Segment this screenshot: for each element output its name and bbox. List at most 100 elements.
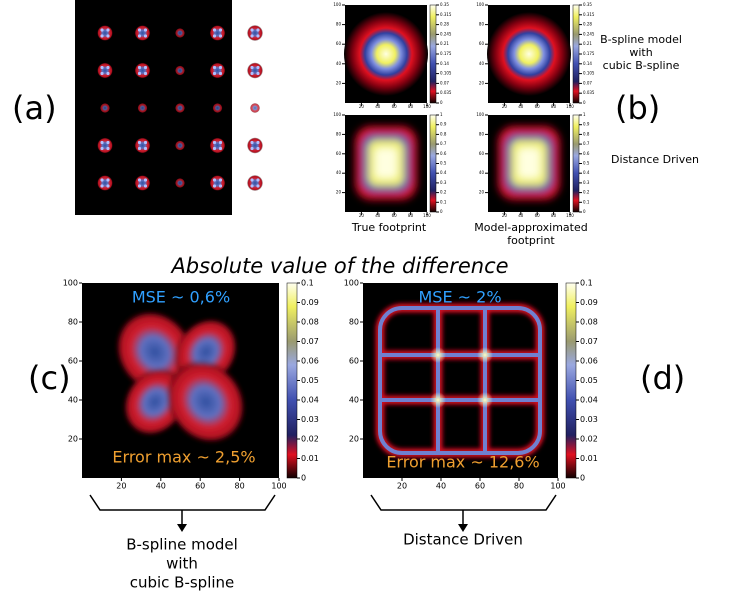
footprint-dot xyxy=(212,140,217,145)
y-tick-label: 80 xyxy=(68,318,78,327)
heatmap-blob xyxy=(487,12,571,96)
footprint-dot xyxy=(212,28,217,32)
error-lobes xyxy=(114,309,247,445)
footprint xyxy=(175,28,185,38)
colorbar-tick-label: 0.8 xyxy=(583,131,590,136)
footprint-dot xyxy=(137,71,142,76)
y-tick-label: 100 xyxy=(63,279,78,288)
footprint-dot xyxy=(137,65,142,70)
x-tick-label: 80 xyxy=(551,104,557,109)
column-label: footprint xyxy=(507,234,555,247)
footprint xyxy=(175,140,185,151)
error-max-label: Error max ~ 2,5% xyxy=(112,448,255,467)
colorbar-tick-label: 0.09 xyxy=(301,298,319,307)
colorbar-tick-label: 0.5 xyxy=(583,161,590,166)
colorbar-tick-label: 0.01 xyxy=(301,454,319,463)
x-tick-label: 20 xyxy=(502,104,508,109)
footprint-dot xyxy=(143,184,148,188)
footprint-dot xyxy=(143,34,148,38)
footprint-dot xyxy=(212,178,217,182)
colorbar-tick-label: 0.2 xyxy=(583,190,590,195)
footprint-dot xyxy=(143,140,148,145)
bracket xyxy=(89,494,557,526)
colorbar-tick-label: 0.14 xyxy=(583,61,592,66)
y-tick-label: 60 xyxy=(479,151,485,156)
colorbar xyxy=(286,282,298,479)
y-tick-label: 40 xyxy=(479,170,485,175)
y-tick-label: 40 xyxy=(479,61,485,66)
footprint-dot xyxy=(212,184,217,188)
colorbar-tick-label: 0.07 xyxy=(580,337,598,346)
footprint xyxy=(134,25,151,41)
colorbar-tick-label: 0.06 xyxy=(580,357,598,366)
colorbar-tick-label: 0.04 xyxy=(301,396,319,405)
heatmap-blob xyxy=(344,12,428,96)
colorbar-tick-label: 0.175 xyxy=(583,51,595,56)
footprint xyxy=(209,62,226,79)
row-label: Distance Driven xyxy=(611,153,699,166)
footprint xyxy=(134,62,151,79)
arrow-head xyxy=(177,524,187,532)
colorbar-tick-label: 0.07 xyxy=(583,80,592,85)
colorbar-tick-label: 0.245 xyxy=(583,31,595,36)
y-tick-label: 60 xyxy=(336,41,342,46)
footprint-dot xyxy=(100,71,104,76)
footprint-dot xyxy=(100,34,104,38)
panel-label: (b) xyxy=(615,89,660,127)
colorbar-tick-label: 0.21 xyxy=(583,41,592,46)
x-tick-label: 40 xyxy=(518,213,524,218)
colorbar-tick-label: 0 xyxy=(583,100,586,105)
heatmap xyxy=(363,283,558,478)
footprint-dot xyxy=(250,28,254,32)
footprint-dot xyxy=(137,178,142,182)
footprint-dot xyxy=(143,178,148,182)
y-tick-label: 80 xyxy=(336,22,342,27)
colorbar-tick-label: 0.6 xyxy=(583,151,590,156)
colorbar-tick-label: 0.06 xyxy=(301,357,319,366)
colorbar-tick-label: 0.1 xyxy=(583,199,590,204)
colorbar-tick-label: 0.035 xyxy=(440,90,452,95)
colorbar-tick-label: 0.05 xyxy=(301,376,319,385)
footprint-dot xyxy=(137,146,142,151)
x-tick-label: 20 xyxy=(359,104,365,109)
footprint-dot xyxy=(100,65,104,70)
colorbar-tick-label: 1 xyxy=(583,112,586,117)
colorbar-tick-label: 0.245 xyxy=(440,31,452,36)
caption: with xyxy=(166,555,198,573)
footprint-dot xyxy=(250,140,254,145)
x-tick-label: 20 xyxy=(397,482,407,491)
y-tick-label: 20 xyxy=(349,435,359,444)
row-label: cubic B-spline xyxy=(603,59,680,72)
y-tick-label: 20 xyxy=(479,80,485,85)
panel-b xyxy=(344,4,580,213)
y-tick-label: 60 xyxy=(68,357,78,366)
colorbar-tick-label: 0.3 xyxy=(583,180,590,185)
colorbar-tick-label: 0.03 xyxy=(301,415,319,424)
y-tick-label: 80 xyxy=(349,318,359,327)
footprint-dot xyxy=(218,65,223,70)
footprint-dot xyxy=(100,28,104,32)
colorbar-tick-label: 0.05 xyxy=(580,376,598,385)
x-tick-label: 20 xyxy=(116,482,126,491)
footprint xyxy=(247,62,263,79)
footprint-dot xyxy=(100,140,104,145)
x-tick-label: 100 xyxy=(566,104,574,109)
colorbar-tick-label: 0.35 xyxy=(440,2,449,7)
y-tick-label: 60 xyxy=(479,41,485,46)
footprint xyxy=(97,62,113,79)
mse-label: MSE ~ 0,6% xyxy=(132,288,230,307)
colorbar-tick-label: 0.03 xyxy=(580,415,598,424)
footprint-dot xyxy=(256,65,260,70)
footprint-grid xyxy=(97,25,263,191)
panel-label: (c) xyxy=(28,359,71,397)
colorbar-tick-label: 0.4 xyxy=(583,170,590,175)
y-tick-label: 40 xyxy=(336,170,342,175)
y-tick-label: 100 xyxy=(333,2,341,7)
footprint-dot xyxy=(106,184,110,188)
caption: B-spline model xyxy=(126,536,238,554)
colorbar-tick-label: 0.9 xyxy=(583,122,590,127)
footprint-dot xyxy=(218,140,223,145)
footprint-dot xyxy=(100,146,104,151)
x-tick-label: 60 xyxy=(195,482,205,491)
y-tick-label: 100 xyxy=(476,112,484,117)
